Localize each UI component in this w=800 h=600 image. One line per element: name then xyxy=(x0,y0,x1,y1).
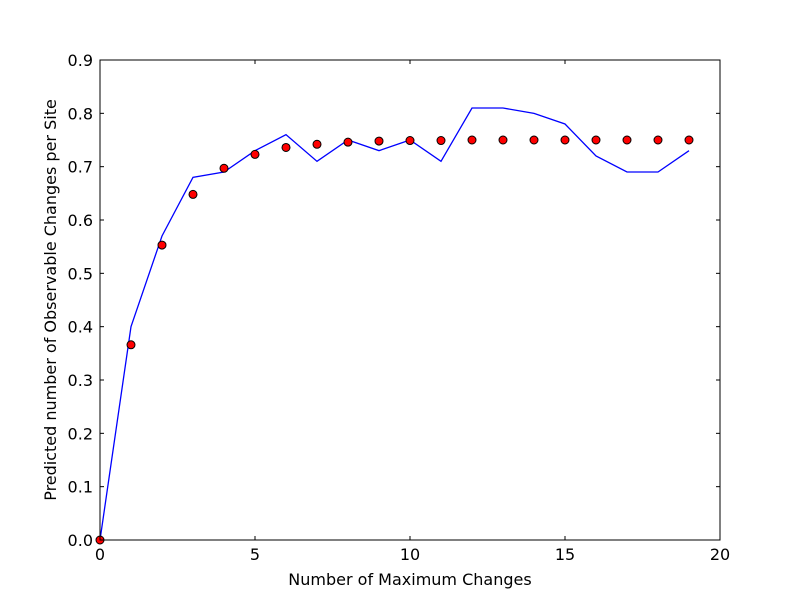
data-point xyxy=(684,135,694,145)
x-tick-label: 10 xyxy=(400,545,420,564)
data-point xyxy=(343,137,353,147)
data-point xyxy=(405,136,415,146)
data-point xyxy=(219,163,229,173)
data-point xyxy=(188,189,198,199)
data-point xyxy=(436,136,446,146)
x-tick-label: 20 xyxy=(710,545,730,564)
data-point xyxy=(312,139,322,149)
y-axis-title: Predicted number of Observable Changes p… xyxy=(41,99,60,501)
plot-frame xyxy=(99,59,721,541)
tick-layer: 0 5 10 15 20 0.0 0.1 0.2 0.3 0.4 0.5 0.6 0.7 0.8 0.9 xyxy=(68,51,731,564)
y-tick-label: 0.7 xyxy=(68,158,93,177)
plot-background xyxy=(100,60,720,540)
y-tick-label: 0.4 xyxy=(68,318,93,337)
data-point xyxy=(467,135,477,145)
data-point xyxy=(281,142,291,152)
x-tick-label: 0 xyxy=(95,545,105,564)
data-point xyxy=(560,135,570,145)
series-layer xyxy=(95,107,694,545)
y-tick-label: 0.0 xyxy=(68,531,93,550)
y-tick-label: 0.8 xyxy=(68,104,93,123)
y-tick-label: 0.1 xyxy=(68,478,93,497)
y-tick-label: 0.6 xyxy=(68,211,93,230)
y-tick-label: 0.3 xyxy=(68,371,93,390)
series-line xyxy=(99,107,690,541)
data-point xyxy=(157,240,167,250)
x-tick-label: 5 xyxy=(250,545,260,564)
data-point xyxy=(250,149,260,159)
x-tick-label: 15 xyxy=(555,545,575,564)
y-tick-label: 0.5 xyxy=(68,264,93,283)
y-tick-label: 0.2 xyxy=(68,424,93,443)
data-point xyxy=(653,135,663,145)
y-tick-label: 0.9 xyxy=(68,51,93,70)
data-point xyxy=(374,136,384,146)
x-axis-title: Number of Maximum Changes xyxy=(288,570,531,589)
data-point xyxy=(622,135,632,145)
data-point xyxy=(126,340,136,350)
data-point xyxy=(591,135,601,145)
data-point xyxy=(529,135,539,145)
data-point xyxy=(498,135,508,145)
